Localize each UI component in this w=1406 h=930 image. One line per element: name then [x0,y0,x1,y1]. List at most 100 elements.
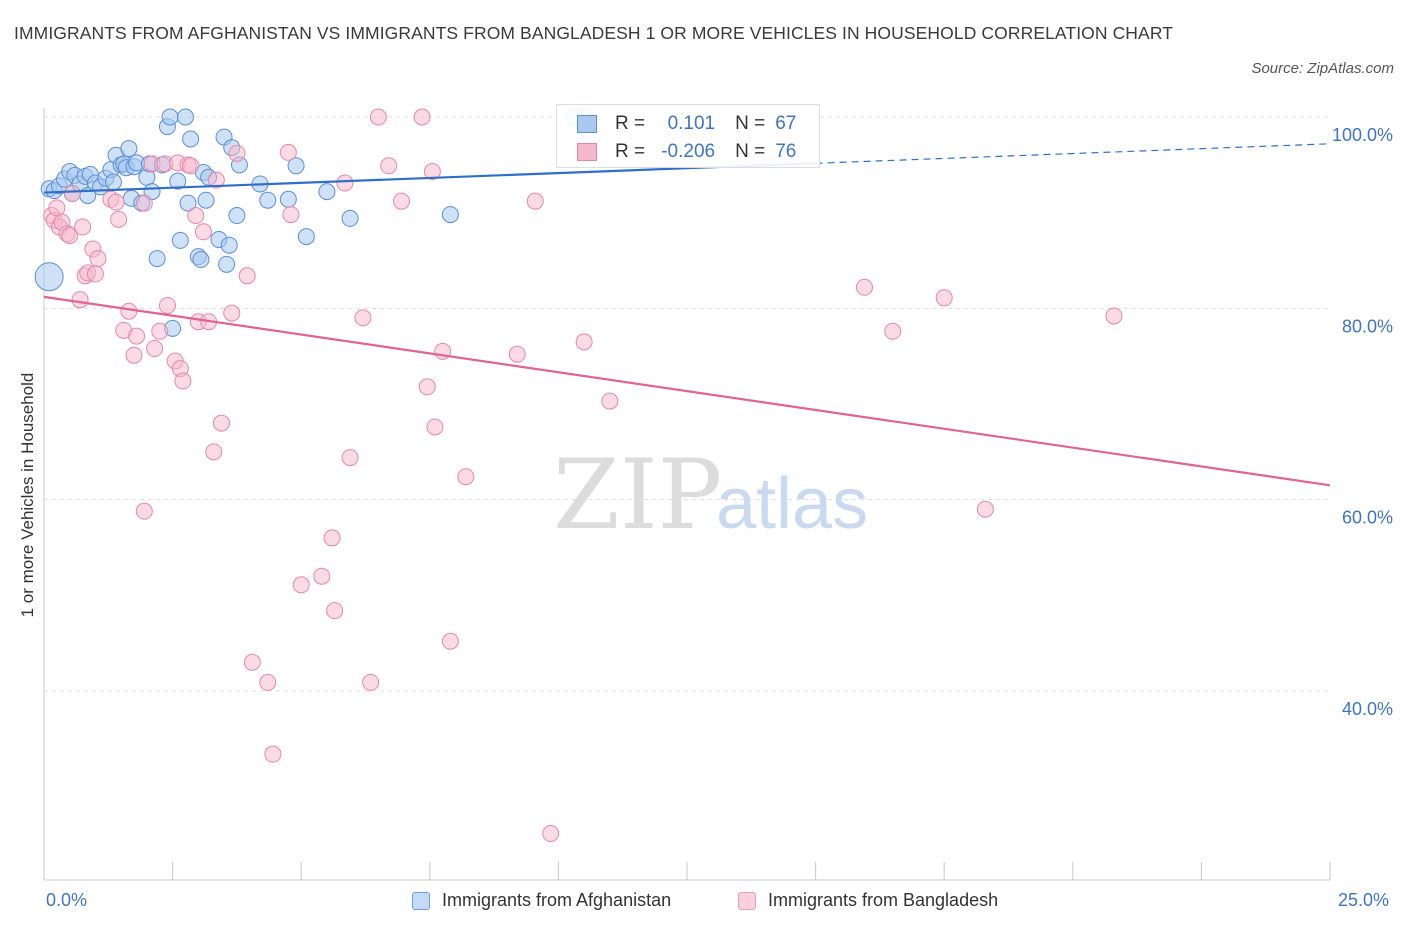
stats-n-value: 67 [775,113,797,134]
data-point-bangladesh [441,632,459,650]
stats-r-label: R = [615,113,646,134]
data-point-afghanistan [182,130,200,148]
data-point-bangladesh [125,346,143,364]
stats-r-label: R = [615,141,646,162]
data-point-bangladesh [1105,307,1123,325]
stats-box: R = 0.101 N = 67 R = -0.206 N = 76 [556,104,820,168]
data-point-afghanistan [287,157,305,175]
data-point-bangladesh [282,206,300,224]
stats-n-label: N = [735,141,766,162]
data-point-bangladesh [63,185,81,203]
x-tick-label-max: 25.0% [1338,890,1390,910]
data-point-afghanistan [279,190,297,208]
data-point-bangladesh [457,468,475,486]
data-point-bangladesh [336,174,354,192]
data-point-bangladesh [228,144,246,162]
data-point-afghanistan [341,209,359,227]
trend-lines [43,143,1331,487]
data-point-afghanistan [169,172,187,190]
data-point-bangladesh [223,304,241,322]
data-point-bangladesh [135,502,153,520]
data-point-bangladesh [354,309,372,327]
data-point-bangladesh [935,289,953,307]
data-point-bangladesh [71,291,89,309]
data-point-afghanistan [176,108,194,126]
legend-item-afghanistan[interactable]: Immigrants from Afghanistan [412,890,671,911]
data-point-bangladesh [48,199,66,217]
data-point-bangladesh [207,171,225,189]
data-point-bangladesh [418,378,436,396]
y-tick-label: 100.0% [1332,125,1393,145]
data-point-bangladesh [238,267,256,285]
data-point-bangladesh [601,392,619,410]
data-point-bangladesh [89,250,107,268]
chart-title: IMMIGRANTS FROM AFGHANISTAN VS IMMIGRANT… [14,23,1174,43]
legend-swatch-bangladesh [738,891,756,910]
stats-n-label: N = [735,113,766,134]
y-tick-labels: 100.0% 80.0% 60.0% 40.0% [1332,125,1393,719]
data-point-bangladesh [855,278,873,296]
data-point-bangladesh [74,218,92,236]
data-point-bangladesh [259,673,277,691]
data-point-bangladesh [135,194,153,212]
legend-label-bangladesh: Immigrants from Bangladesh [768,890,999,910]
data-point-bangladesh [61,227,79,245]
axes [43,108,1331,881]
y-tick-label: 60.0% [1342,508,1393,528]
data-point-bangladesh [110,210,128,228]
data-point-bangladesh [292,576,310,594]
data-point-afghanistan [179,194,197,212]
data-point-afghanistan [104,173,122,191]
data-point-bangladesh [413,108,431,126]
data-point-afghanistan [197,191,215,209]
stats-n-value: 76 [775,141,797,162]
source-label: Source: ZipAtlas.com [1251,60,1394,77]
data-point-bangladesh [86,265,104,283]
data-point-bangladesh [976,500,994,518]
data-point-afghanistan [192,251,210,269]
data-point-bangladesh [884,322,902,340]
trend-line-afghanistan [43,162,816,194]
data-point-afghanistan [218,255,236,273]
data-point-bangladesh [575,333,593,351]
data-point-bangladesh [526,192,544,210]
data-point-afghanistan [120,140,138,158]
data-point-afghanistan [297,228,315,246]
stats-swatch-afghanistan [577,115,597,133]
gridlines [44,116,1330,692]
stats-r-value: -0.206 [661,141,716,162]
stats-r-value: 0.101 [667,113,716,134]
legend-item-bangladesh[interactable]: Immigrants from Bangladesh [738,890,998,911]
legend-label-afghanistan: Immigrants from Afghanistan [442,890,672,910]
data-point-bangladesh [243,653,261,671]
data-point-bangladesh [212,414,230,432]
data-point-bangladesh [187,207,205,225]
trend-line-afghanistan-extrapolated [815,143,1331,164]
watermark-atlas: atlas [716,464,868,544]
data-point-bangladesh [508,345,526,363]
data-point-bangladesh [323,529,341,547]
data-point-bangladesh [326,602,344,620]
series-bangladesh-points [43,108,1123,843]
stats-swatch-bangladesh [577,143,597,161]
data-point-bangladesh [426,418,444,436]
legend: Immigrants from Afghanistan Immigrants f… [0,888,1406,916]
data-point-bangladesh [146,340,164,358]
data-point-bangladesh [205,443,223,461]
data-point-bangladesh [380,157,398,175]
y-tick-label: 40.0% [1342,699,1393,719]
data-point-bangladesh [313,567,331,585]
stats-row-bangladesh: R = -0.206 N = 76 [577,139,796,165]
data-point-bangladesh [362,673,380,691]
data-point-bangladesh [542,825,560,843]
y-tick-label: 80.0% [1342,316,1393,336]
data-point-bangladesh [423,163,441,181]
data-point-afghanistan [34,262,64,292]
data-point-bangladesh [341,449,359,467]
trend-line-bangladesh [43,295,1331,487]
watermark-zip: ZIP [553,439,722,551]
series-afghanistan-points [34,108,593,337]
data-point-bangladesh [182,157,200,175]
data-point-bangladesh [174,372,192,390]
